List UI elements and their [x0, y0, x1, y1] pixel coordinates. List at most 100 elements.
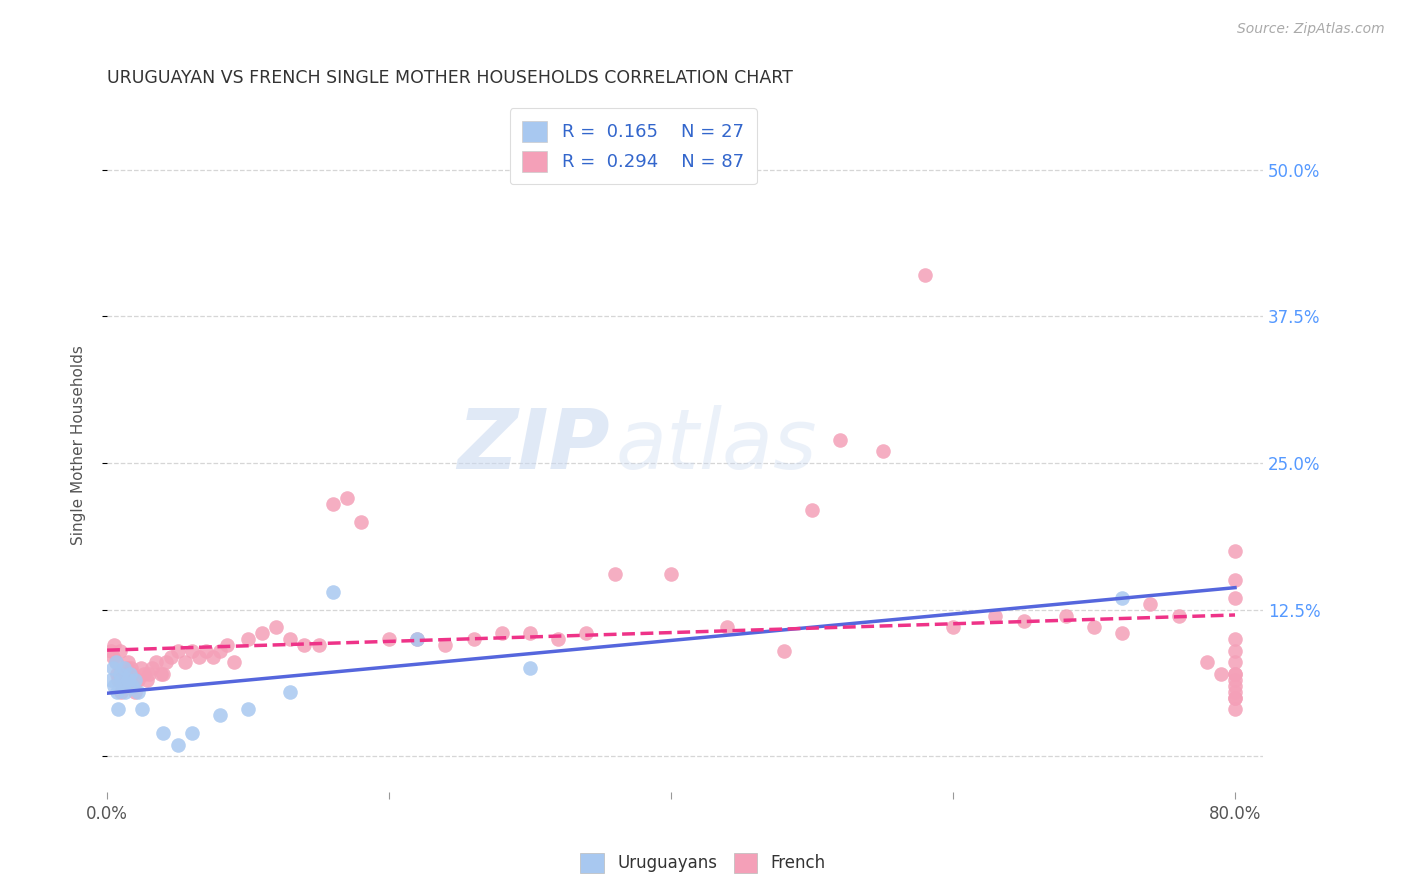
Point: [215, 638, 238, 652]
Point: [152, 726, 174, 740]
Point: [322, 497, 344, 511]
Y-axis label: Single Mother Households: Single Mother Households: [72, 345, 86, 545]
Point: [1223, 644, 1246, 658]
Point: [1012, 615, 1035, 629]
Point: [1223, 544, 1246, 558]
Point: [108, 644, 131, 658]
Point: [1223, 702, 1246, 716]
Point: [103, 638, 125, 652]
Point: [155, 656, 177, 670]
Point: [208, 644, 231, 658]
Point: [104, 656, 127, 670]
Point: [121, 667, 143, 681]
Point: [152, 667, 174, 681]
Text: Source: ZipAtlas.com: Source: ZipAtlas.com: [1237, 22, 1385, 37]
Point: [105, 685, 128, 699]
Point: [131, 702, 153, 716]
Point: [124, 673, 146, 687]
Point: [132, 667, 155, 681]
Point: [547, 632, 569, 646]
Point: [1111, 591, 1133, 605]
Point: [103, 679, 125, 693]
Point: [1223, 667, 1246, 681]
Point: [1083, 620, 1105, 634]
Point: [830, 433, 852, 447]
Point: [100, 673, 122, 687]
Point: [1223, 656, 1246, 670]
Point: [135, 673, 157, 687]
Point: [110, 685, 132, 699]
Point: [294, 638, 316, 652]
Point: [1223, 690, 1246, 705]
Point: [201, 649, 224, 664]
Point: [100, 644, 122, 658]
Point: [236, 702, 259, 716]
Point: [187, 649, 209, 664]
Point: [716, 620, 738, 634]
Point: [180, 644, 202, 658]
Text: atlas: atlas: [616, 405, 817, 486]
Text: ZIP: ZIP: [457, 405, 610, 486]
Legend: Uruguayans, French: Uruguayans, French: [574, 847, 832, 880]
Point: [519, 661, 541, 675]
Point: [406, 632, 429, 646]
Point: [111, 679, 134, 693]
Point: [117, 673, 139, 687]
Point: [264, 620, 287, 634]
Point: [118, 667, 141, 681]
Point: [114, 685, 136, 699]
Point: [236, 632, 259, 646]
Point: [124, 685, 146, 699]
Point: [166, 738, 188, 752]
Point: [406, 632, 429, 646]
Point: [108, 667, 131, 681]
Point: [914, 268, 936, 283]
Point: [118, 673, 141, 687]
Point: [149, 667, 172, 681]
Point: [603, 567, 626, 582]
Point: [519, 626, 541, 640]
Point: [145, 656, 167, 670]
Point: [1054, 608, 1077, 623]
Point: [942, 620, 965, 634]
Point: [280, 632, 302, 646]
Point: [1139, 597, 1161, 611]
Point: [575, 626, 598, 640]
Point: [772, 644, 794, 658]
Point: [378, 632, 401, 646]
Point: [1223, 690, 1246, 705]
Point: [208, 708, 231, 723]
Point: [434, 638, 457, 652]
Point: [112, 661, 135, 675]
Point: [110, 673, 132, 687]
Point: [1209, 667, 1232, 681]
Point: [141, 661, 163, 675]
Point: [308, 638, 330, 652]
Point: [105, 667, 128, 681]
Point: [1223, 632, 1246, 646]
Point: [107, 673, 129, 687]
Point: [491, 626, 513, 640]
Point: [250, 626, 273, 640]
Point: [1223, 574, 1246, 588]
Point: [222, 656, 245, 670]
Point: [1195, 656, 1218, 670]
Point: [280, 685, 302, 699]
Point: [117, 656, 139, 670]
Point: [1223, 679, 1246, 693]
Point: [1111, 626, 1133, 640]
Point: [194, 644, 217, 658]
Point: [1223, 591, 1246, 605]
Point: [107, 702, 129, 716]
Point: [159, 649, 181, 664]
Point: [173, 656, 195, 670]
Point: [114, 679, 136, 693]
Point: [121, 679, 143, 693]
Point: [138, 667, 160, 681]
Point: [120, 661, 142, 675]
Legend: R =  0.165    N = 27, R =  0.294    N = 87: R = 0.165 N = 27, R = 0.294 N = 87: [509, 108, 756, 185]
Point: [127, 685, 149, 699]
Point: [122, 679, 145, 693]
Point: [350, 515, 373, 529]
Point: [129, 661, 152, 675]
